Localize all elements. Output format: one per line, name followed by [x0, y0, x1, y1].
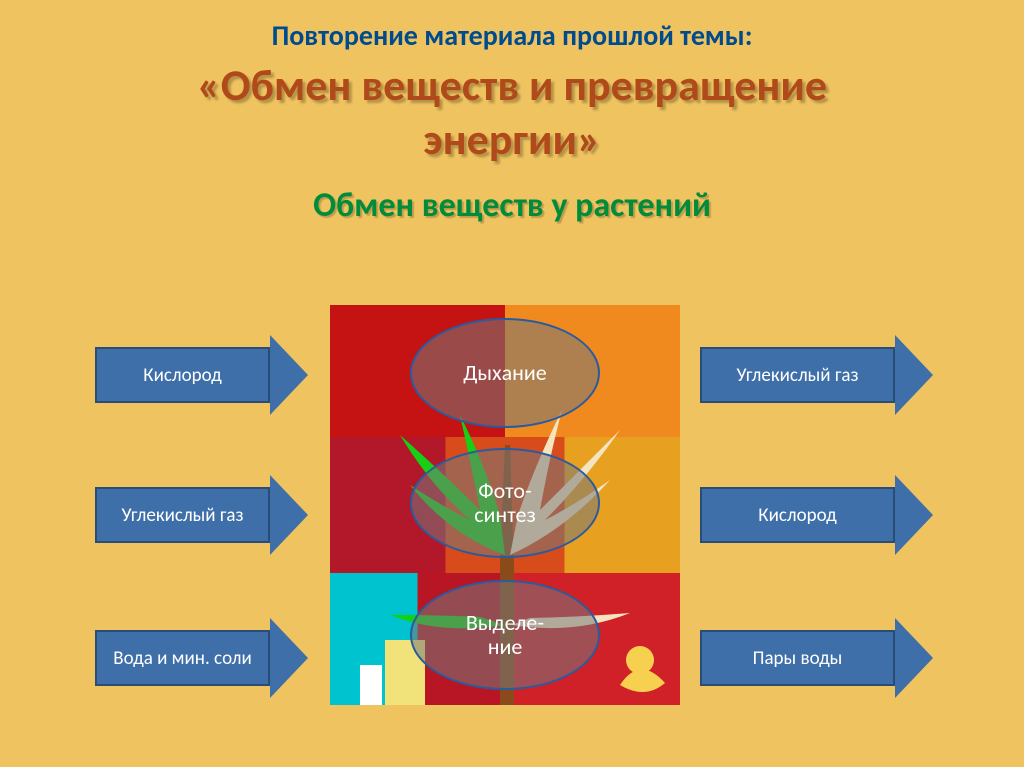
heading-title-1: «Обмен веществ и превращение — [0, 58, 1024, 112]
heading-review: Повторение материала прошлой темы: — [0, 18, 1024, 53]
slide: Повторение материала прошлой темы: «Обме… — [0, 0, 1024, 767]
heading-title-1-text: «Обмен веществ и превращение — [197, 58, 827, 112]
arrow-label: Углекислый газ — [700, 347, 895, 403]
process-ellipse: Дыхание — [410, 318, 600, 428]
right-arrow: Кислород — [700, 475, 933, 555]
heading-subtitle: Обмен веществ у растений — [0, 185, 1024, 226]
heading-title-2-text: энергии» — [423, 112, 600, 166]
arrow-label: Углекислый газ — [95, 487, 270, 543]
arrow-head-icon — [895, 618, 933, 698]
arrow-label: Пары воды — [700, 630, 895, 686]
right-arrow: Пары воды — [700, 618, 933, 698]
ellipse-label: Фото- синтез — [474, 479, 536, 527]
ellipse-label: Дыхание — [463, 361, 547, 385]
left-arrow: Кислород — [95, 335, 308, 415]
ellipse-label: Выделе- ние — [466, 611, 544, 659]
process-ellipse: Выделе- ние — [410, 580, 600, 690]
arrow-head-icon — [895, 475, 933, 555]
heading-review-text: Повторение материала прошлой темы: — [272, 18, 753, 53]
heading-subtitle-text: Обмен веществ у растений — [313, 185, 711, 226]
arrow-head-icon — [270, 335, 308, 415]
left-arrow: Вода и мин. соли — [95, 618, 308, 698]
arrow-label: Кислород — [700, 487, 895, 543]
arrow-head-icon — [270, 475, 308, 555]
right-arrow: Углекислый газ — [700, 335, 933, 415]
arrow-head-icon — [270, 618, 308, 698]
arrow-label: Вода и мин. соли — [95, 630, 270, 686]
arrow-label: Кислород — [95, 347, 270, 403]
left-arrow: Углекислый газ — [95, 475, 308, 555]
process-ellipse: Фото- синтез — [410, 448, 600, 558]
heading-title-2: энергии» — [0, 112, 1024, 166]
arrow-head-icon — [895, 335, 933, 415]
